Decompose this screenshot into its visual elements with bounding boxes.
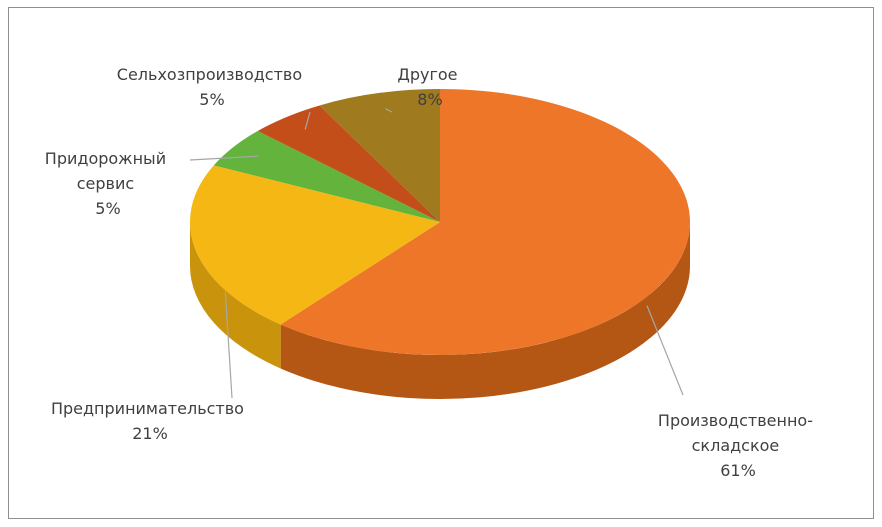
leader-line-entrepreneurship xyxy=(224,291,233,399)
slice-label-entrepreneurship: Предпринимательство 21% xyxy=(51,399,249,443)
pie-side-production-warehouse xyxy=(280,222,690,400)
slice-label-agriculture: Сельхозпроизводство 5% xyxy=(117,65,307,109)
slice-value-roadside-service: 5% xyxy=(95,199,120,218)
leader-line-other xyxy=(385,108,393,113)
leader-line-roadside-service xyxy=(189,155,259,161)
pie-slice-production-warehouse xyxy=(280,89,691,356)
pie-slice-agriculture xyxy=(257,105,440,222)
slice-label-other: Другое 8% xyxy=(397,65,462,109)
pie-side-entrepreneurship xyxy=(190,222,281,369)
leader-lines xyxy=(189,108,684,399)
slice-value-agriculture: 5% xyxy=(199,90,224,109)
slice-label-roadside-service: Придорожный сервис 5% xyxy=(45,149,171,218)
pie-slice-roadside-service xyxy=(213,130,440,222)
slice-value-entrepreneurship: 21% xyxy=(132,424,168,443)
slice-value-production-warehouse: 61% xyxy=(720,461,756,480)
pie-slices xyxy=(190,89,691,356)
pie-slice-other xyxy=(319,89,440,222)
slice-value-other: 8% xyxy=(417,90,442,109)
pie-slice-entrepreneurship xyxy=(190,165,440,325)
leader-line-agriculture xyxy=(304,111,311,130)
slice-label-production-warehouse: Производственно- складское 61% xyxy=(658,411,818,480)
leader-line-production-warehouse xyxy=(646,305,684,396)
pie-sides xyxy=(190,222,690,400)
